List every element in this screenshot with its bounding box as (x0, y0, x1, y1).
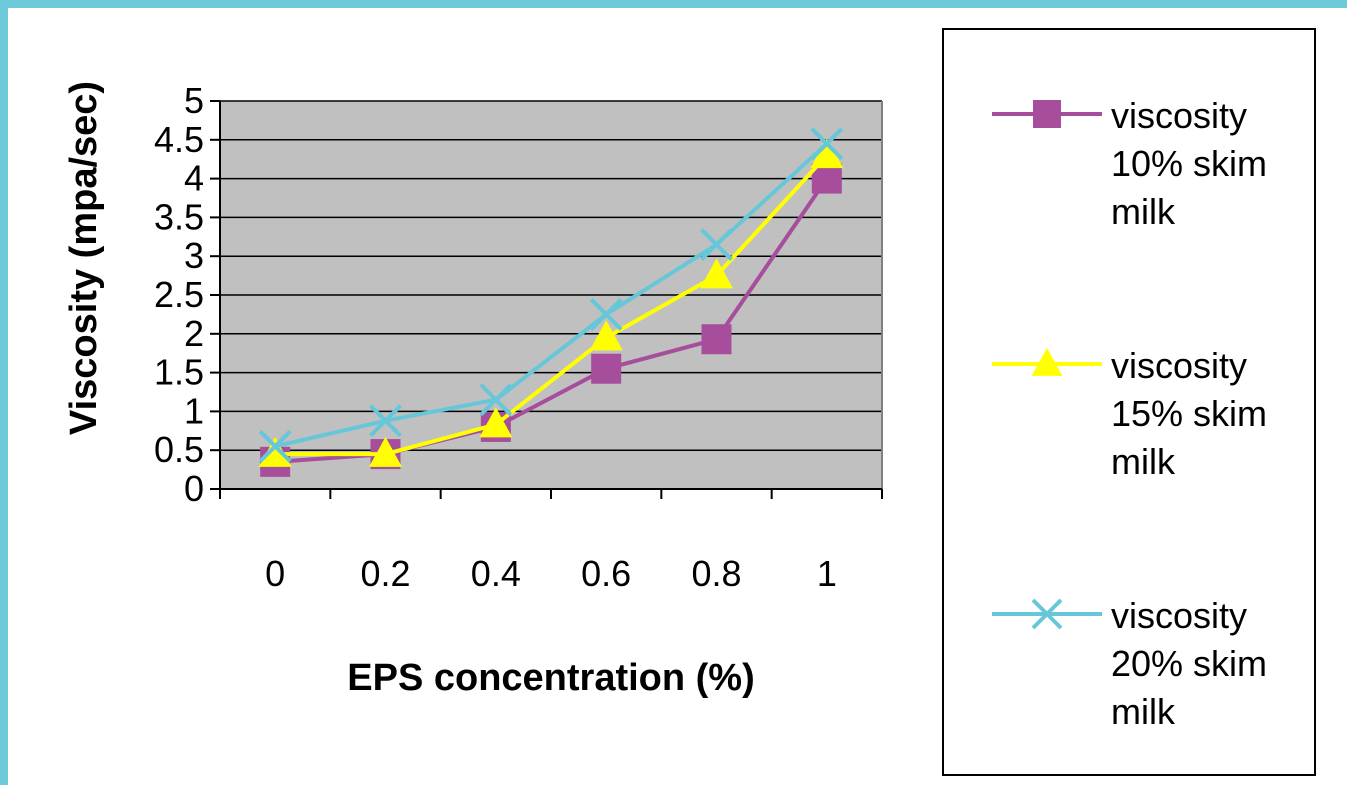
legend-label: viscosity 20% skim milk (1111, 595, 1268, 732)
series-2 (258, 138, 844, 467)
data-point (258, 436, 292, 467)
data-point (369, 404, 402, 438)
data-point (589, 297, 623, 331)
legend-marker (1033, 100, 1061, 128)
y-tick-label: 2.5 (154, 274, 204, 315)
legend-label: viscosity 15% skim milk (1111, 345, 1268, 482)
data-point (591, 353, 622, 384)
legend-swatch (992, 347, 1102, 376)
legend-marker (1031, 598, 1063, 630)
x-tick-label: 1 (817, 553, 837, 594)
data-point (810, 138, 844, 169)
legend-swatch (992, 100, 1102, 128)
data-point (700, 228, 733, 261)
y-tick-label: 3 (184, 235, 204, 276)
legend-label: viscosity 10% skim milk (1111, 95, 1268, 232)
x-axis-title: EPS concentration (%) (347, 657, 755, 699)
y-tick-label: 0.5 (154, 429, 204, 470)
x-tick-label: 0.6 (581, 553, 631, 594)
y-tick-label: 2 (184, 313, 204, 354)
legend-entry: viscosity 20% skim milk (944, 592, 1314, 762)
chart-frame: 0 0.5 1 1.5 2 2.5 3 3.5 4 4.5 5 0 0.2 0.4 0.6 0.8 1 EPS… (8, 8, 1347, 785)
series-line (274, 142, 829, 449)
y-tick-label: 3.5 (154, 196, 204, 237)
data-point (479, 383, 513, 417)
legend: viscosity 10% skim milk viscosity 15% ski… (942, 28, 1316, 776)
x-tick-label: 0.2 (360, 553, 410, 594)
data-point (589, 320, 623, 351)
y-axis-title: Viscosity (mpa/sec) (63, 81, 105, 435)
data-point (479, 407, 513, 438)
series-line (275, 153, 829, 457)
data-point (810, 127, 844, 161)
series-3 (258, 127, 844, 463)
y-tick-label: 4 (184, 158, 204, 199)
x-tick-label: 0 (265, 553, 285, 594)
data-point (700, 258, 733, 289)
data-point (369, 436, 402, 467)
x-tick-label: 0.4 (471, 553, 521, 594)
data-point (701, 324, 732, 355)
legend-swatch (992, 598, 1102, 630)
x-tick-label: 0.8 (691, 553, 741, 594)
line-chart: 00.511.522.533.544.55 0 0.2 0.4 0.6 0.8 1 EPS… (63, 80, 883, 699)
legend-entry: viscosity 10% skim milk (944, 92, 1314, 262)
y-tick-label: 4.5 (154, 119, 204, 160)
legend-marker (1031, 347, 1063, 376)
y-tick-label: 1 (184, 390, 204, 431)
y-tick-label: 0 (184, 468, 204, 509)
legend-entry: viscosity 15% skim milk (944, 342, 1314, 512)
data-point (258, 429, 292, 463)
y-tick-label: 5 (184, 80, 204, 121)
y-tick-label: 1.5 (154, 352, 204, 393)
